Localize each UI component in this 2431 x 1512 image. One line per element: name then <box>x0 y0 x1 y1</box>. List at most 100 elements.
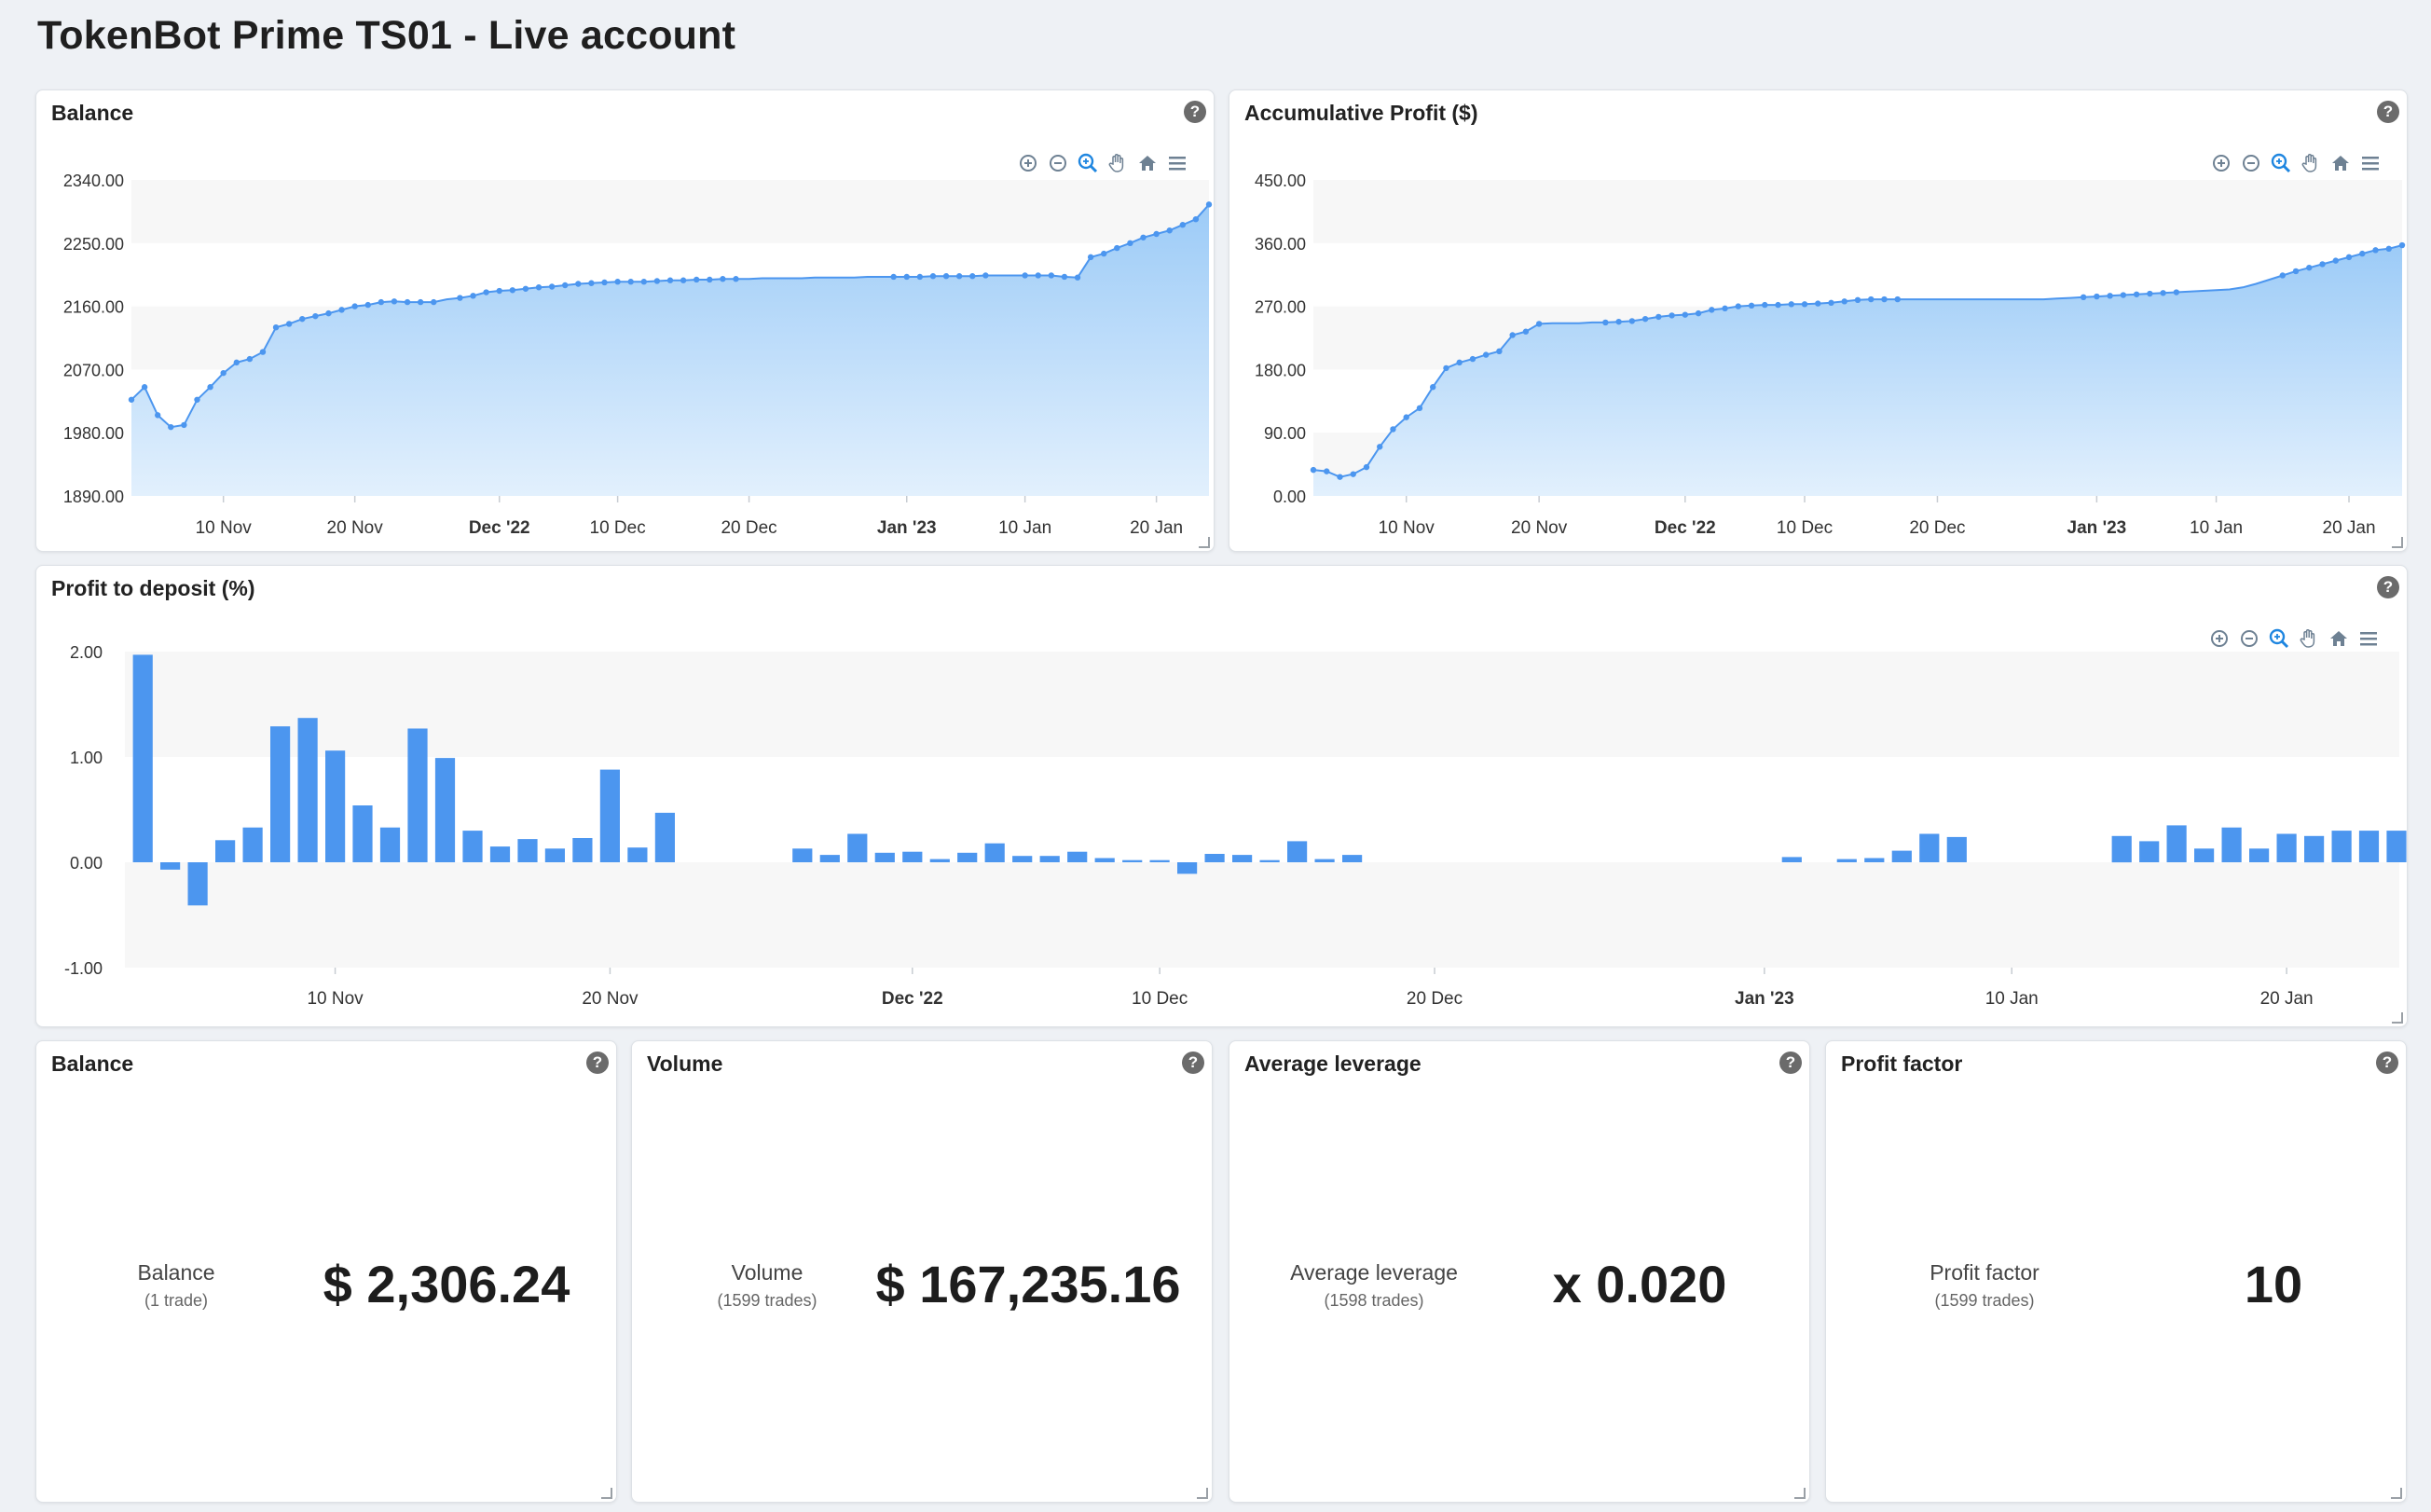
data-point[interactable] <box>404 298 411 306</box>
home-icon[interactable] <box>2329 152 2352 174</box>
bar[interactable] <box>1342 855 1363 862</box>
magnifier-icon[interactable] <box>2270 152 2292 174</box>
bar[interactable] <box>2166 825 2187 862</box>
bar[interactable] <box>1204 854 1225 862</box>
bar[interactable] <box>160 862 181 870</box>
bar[interactable] <box>2194 848 2215 862</box>
bar[interactable] <box>407 728 428 863</box>
data-point[interactable] <box>483 289 489 296</box>
data-point[interactable] <box>653 278 661 284</box>
hand-pan-icon[interactable] <box>2300 152 2322 174</box>
data-point[interactable] <box>903 273 910 281</box>
data-point[interactable] <box>1669 312 1675 319</box>
data-point[interactable] <box>890 273 897 281</box>
data-point[interactable] <box>1709 307 1715 313</box>
data-point[interactable] <box>614 279 621 285</box>
data-point[interactable] <box>562 282 569 289</box>
data-point[interactable] <box>364 301 371 309</box>
data-point[interactable] <box>2133 291 2140 297</box>
data-point[interactable] <box>2094 293 2100 300</box>
bar[interactable] <box>1149 859 1170 862</box>
data-point[interactable] <box>1894 296 1901 303</box>
data-point[interactable] <box>1815 300 1821 307</box>
bar[interactable] <box>1891 850 1912 862</box>
data-point[interactable] <box>1048 272 1055 279</box>
data-point[interactable] <box>1482 351 1490 358</box>
bar[interactable] <box>187 862 208 906</box>
bar[interactable] <box>1919 833 1940 863</box>
help-icon[interactable]: ? <box>1779 1052 1802 1074</box>
data-point[interactable] <box>1735 303 1742 309</box>
data-point[interactable] <box>2359 250 2366 257</box>
bar[interactable] <box>1314 859 1335 862</box>
data-point[interactable] <box>1377 444 1383 450</box>
bar[interactable] <box>1864 858 1885 863</box>
data-point[interactable] <box>2120 292 2127 298</box>
bar[interactable] <box>270 726 291 862</box>
data-point[interactable] <box>233 359 240 366</box>
bar[interactable] <box>1039 856 1060 862</box>
data-point[interactable] <box>1854 296 1861 304</box>
data-point[interactable] <box>1841 298 1847 305</box>
bar[interactable] <box>517 839 538 862</box>
bar[interactable] <box>984 843 1005 862</box>
data-point[interactable] <box>2292 268 2300 275</box>
bar[interactable] <box>2276 833 2297 863</box>
data-point[interactable] <box>1153 230 1160 238</box>
data-point[interactable] <box>1801 301 1808 308</box>
data-point[interactable] <box>1192 215 1200 223</box>
bar[interactable] <box>2358 831 2380 862</box>
data-point[interactable] <box>1496 348 1503 355</box>
data-point[interactable] <box>1074 274 1081 281</box>
data-point[interactable] <box>1602 319 1609 326</box>
resize-handle-icon[interactable] <box>2391 1488 2402 1499</box>
data-point[interactable] <box>982 272 989 279</box>
bar[interactable] <box>957 852 978 862</box>
data-point[interactable] <box>351 303 358 309</box>
bar[interactable] <box>544 848 565 862</box>
data-point[interactable] <box>1443 364 1449 372</box>
data-point[interactable] <box>285 321 293 327</box>
bar[interactable] <box>819 855 840 862</box>
data-point[interactable] <box>1682 311 1689 318</box>
data-point[interactable] <box>470 293 476 299</box>
data-point[interactable] <box>2398 241 2406 249</box>
bar[interactable] <box>215 840 236 862</box>
data-point[interactable] <box>496 287 502 295</box>
zoom-out-icon[interactable] <box>2240 152 2262 174</box>
data-point[interactable] <box>535 284 543 291</box>
data-point[interactable] <box>1022 272 1028 279</box>
data-point[interactable] <box>666 277 674 283</box>
data-point[interactable] <box>154 412 161 419</box>
hand-pan-icon[interactable] <box>2298 627 2320 650</box>
data-point[interactable] <box>194 396 200 403</box>
data-point[interactable] <box>509 287 516 294</box>
data-point[interactable] <box>128 396 135 403</box>
resize-handle-icon[interactable] <box>1794 1488 1806 1499</box>
data-point[interactable] <box>2160 290 2166 296</box>
data-point[interactable] <box>2080 294 2087 301</box>
bar[interactable] <box>242 827 263 862</box>
data-point[interactable] <box>916 273 924 281</box>
bar[interactable] <box>2304 835 2325 863</box>
data-point[interactable] <box>220 369 227 377</box>
bar[interactable] <box>654 812 675 862</box>
hamburger-menu-icon[interactable] <box>1166 152 1188 174</box>
bar[interactable] <box>2386 831 2407 862</box>
data-point[interactable] <box>1469 355 1476 363</box>
bar[interactable] <box>1012 856 1033 862</box>
bar[interactable] <box>462 831 483 862</box>
bar[interactable] <box>379 827 401 862</box>
data-point[interactable] <box>1101 250 1107 257</box>
data-point[interactable] <box>1114 244 1120 252</box>
help-icon[interactable]: ? <box>2376 1052 2398 1074</box>
data-point[interactable] <box>2372 247 2379 254</box>
data-point[interactable] <box>522 285 529 292</box>
data-point[interactable] <box>1363 463 1370 471</box>
data-point[interactable] <box>929 273 937 280</box>
data-point[interactable] <box>1522 328 1530 335</box>
data-point[interactable] <box>259 349 267 355</box>
bar[interactable] <box>489 846 511 862</box>
data-point[interactable] <box>1416 405 1423 412</box>
bar[interactable] <box>1094 858 1115 863</box>
